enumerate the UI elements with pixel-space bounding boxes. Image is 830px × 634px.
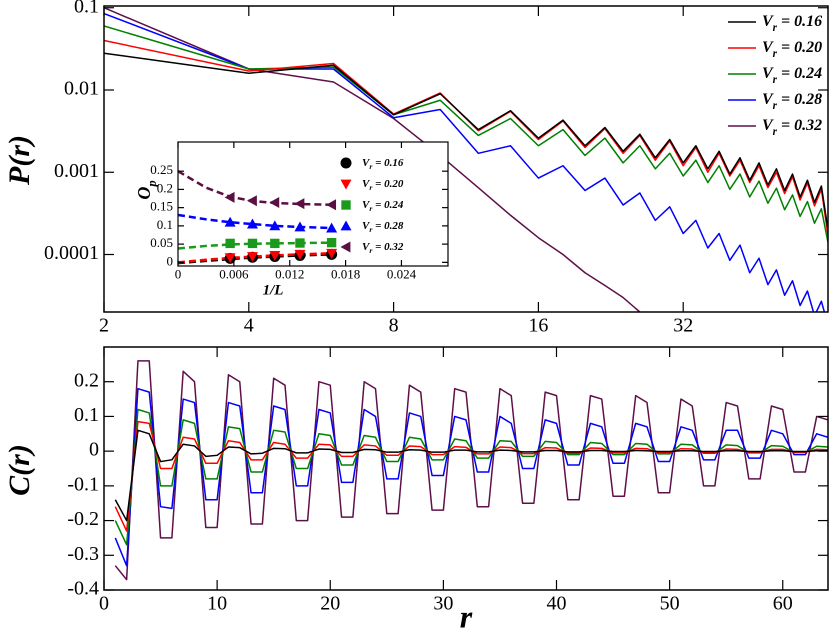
marker xyxy=(340,157,352,169)
marker xyxy=(340,241,351,253)
y-tick-label: 0.15 xyxy=(150,199,173,214)
x-tick-label: 0.024 xyxy=(387,267,417,282)
legend-label: Vr = 0.24 xyxy=(762,65,822,86)
y-tick-label: 0.2 xyxy=(157,180,173,195)
legend-label: Vr = 0.32 xyxy=(362,241,404,256)
x-tick-label: 30 xyxy=(433,593,453,615)
series-line xyxy=(104,52,828,230)
x-tick-label: 16 xyxy=(528,315,548,337)
plot-frame xyxy=(103,5,829,313)
inset-panel: 0 0.006 0.012 0.018 0.024 0 0.05 0.1 0.15 0.2 0.25… xyxy=(134,141,449,298)
series-line xyxy=(104,7,642,312)
marker xyxy=(269,220,281,231)
x-tick-label: 8 xyxy=(389,315,399,337)
y-tick-label: 0 xyxy=(89,439,99,461)
series-line xyxy=(104,25,828,243)
y-axis-label: Op xyxy=(134,180,159,199)
series-line xyxy=(104,39,828,236)
x-tick-label: 50 xyxy=(660,593,680,615)
legend-label: Vr = 0.16 xyxy=(362,157,404,172)
marker xyxy=(340,220,352,231)
marker xyxy=(326,248,338,259)
y-tick-label: 0.2 xyxy=(74,369,99,391)
x-tick-label: 0.006 xyxy=(219,267,249,282)
y-tick-label: 0.001 xyxy=(54,160,99,182)
y-tick-label: -0.1 xyxy=(67,473,99,495)
marker xyxy=(326,199,337,211)
x-tick-label: 0.018 xyxy=(331,267,360,282)
marker xyxy=(224,191,235,203)
legend-label: Vr = 0.16 xyxy=(762,13,822,34)
marker xyxy=(294,221,306,232)
marker xyxy=(224,253,236,264)
legend-label: Vr = 0.24 xyxy=(362,199,404,214)
legend-label: Vr = 0.20 xyxy=(762,39,822,60)
series-line xyxy=(114,360,828,581)
x-tick-label: 20 xyxy=(320,593,340,615)
y-axis-label: P(r) xyxy=(3,135,36,186)
y-tick-label: 0.05 xyxy=(150,235,173,250)
series-line xyxy=(114,387,828,567)
y-tick-label: 0.0001 xyxy=(44,242,99,264)
x-tick-label: 40 xyxy=(547,593,567,615)
x-tick-label: 10 xyxy=(207,593,227,615)
y-tick-label: -0.3 xyxy=(67,543,99,565)
x-tick-label: 32 xyxy=(673,315,693,337)
marker xyxy=(340,179,352,190)
legend-label: Vr = 0.20 xyxy=(362,178,404,193)
marker xyxy=(294,249,306,260)
x-tick-label: 0 xyxy=(175,267,182,282)
y-tick-label: 0 xyxy=(167,253,174,268)
y-tick-label: -0.2 xyxy=(67,508,99,530)
y-tick-label: 0.1 xyxy=(157,217,173,232)
marker xyxy=(246,252,258,263)
x-tick-label: 4 xyxy=(244,315,254,337)
y-axis-label: C(r) xyxy=(3,444,36,496)
y-tick-label: 0.01 xyxy=(64,78,99,100)
x-tick-label: 0 xyxy=(99,593,109,615)
plot-frame xyxy=(177,141,449,267)
inset-background xyxy=(178,142,448,266)
x-tick-label: 60 xyxy=(773,593,793,615)
series-line xyxy=(114,429,828,522)
y-tick-label: 0.1 xyxy=(74,0,99,17)
marker xyxy=(294,198,305,210)
y-tick-label: 0.1 xyxy=(74,404,99,426)
series-line xyxy=(114,408,828,546)
marker xyxy=(295,238,305,248)
x-tick-label: 2 xyxy=(99,315,109,337)
top-panel: 2 4 8 16 32 0.1 0.01 0.001 0.0001 P(r) Vr = 0.16 Vr… xyxy=(3,0,829,337)
marker xyxy=(247,238,258,249)
x-axis-label: r xyxy=(460,598,473,634)
marker xyxy=(269,251,281,261)
marker xyxy=(224,216,236,227)
legend-label: Vr = 0.28 xyxy=(362,220,404,235)
x-tick-label: 0.012 xyxy=(275,267,304,282)
marker xyxy=(269,197,280,209)
series-line xyxy=(104,12,826,312)
plot-frame xyxy=(103,346,829,591)
y-tick-label: -0.4 xyxy=(67,578,99,600)
marker xyxy=(326,237,337,248)
legend-label: Vr = 0.32 xyxy=(762,117,822,138)
y-tick-label: 0.25 xyxy=(150,162,173,177)
marker xyxy=(225,238,235,249)
x-axis-label: 1/L xyxy=(263,282,284,298)
marker xyxy=(341,200,351,210)
marker xyxy=(246,195,257,207)
bottom-panel: 0 10 20 30 40 50 60 -0.4 -0.3 -0.2 -0.1 0 0.1 0.2 r C(r… xyxy=(3,346,829,634)
marker xyxy=(326,222,338,233)
marker xyxy=(270,238,280,249)
legend-label: Vr = 0.28 xyxy=(762,91,822,112)
marker xyxy=(246,218,258,229)
